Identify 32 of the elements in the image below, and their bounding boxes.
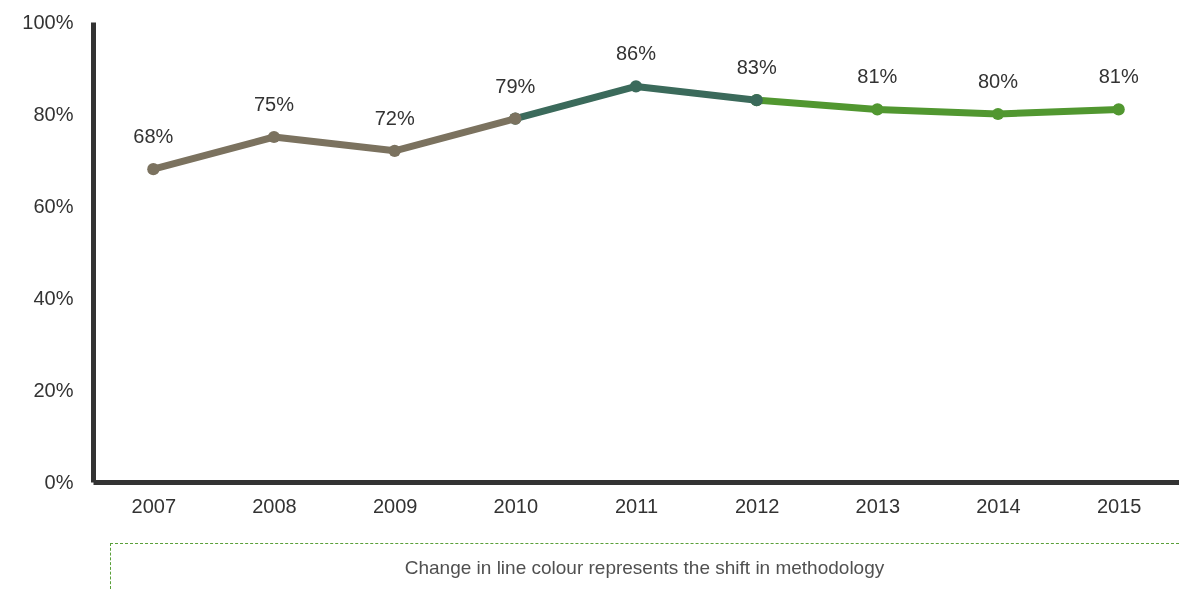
x-tick-label: 2011 (614, 494, 659, 517)
x-tick-label: 2013 (855, 494, 901, 517)
y-tick-label: 40% (33, 286, 74, 309)
point (388, 144, 401, 157)
x-tick-label: 2012 (734, 494, 780, 517)
data-label: 81% (857, 65, 898, 88)
data-label: 75% (253, 93, 295, 115)
y-tick-label: 20% (33, 378, 74, 401)
point (267, 130, 281, 144)
point (1112, 103, 1125, 116)
data-label: 86% (615, 42, 657, 65)
x-tick-label: 2014 (976, 494, 1021, 517)
y-tick-label: 80% (33, 102, 74, 125)
data-label: 81% (1098, 65, 1139, 88)
x-tick-label: 2008 (252, 494, 297, 517)
x-tick-label: 2007 (131, 494, 177, 517)
point (629, 80, 643, 93)
point (147, 163, 160, 176)
data-label: 83% (736, 56, 777, 79)
y-tick-label: 100% (22, 10, 74, 33)
y-tick-label: 0% (44, 470, 74, 493)
point (871, 103, 884, 116)
point (991, 107, 1005, 121)
data-label: 72% (374, 106, 415, 129)
data-label: 79% (495, 74, 536, 97)
y-tick-label: 60% (33, 194, 74, 217)
data-label: 68% (133, 125, 174, 148)
data-label: 80% (977, 70, 1019, 92)
text: Change in line colour represents the shift in methodology (403, 556, 886, 580)
x-tick-label: 2009 (372, 494, 418, 517)
x-tick-label: 2010 (493, 494, 539, 517)
x-tick-label: 2015 (1096, 494, 1142, 517)
